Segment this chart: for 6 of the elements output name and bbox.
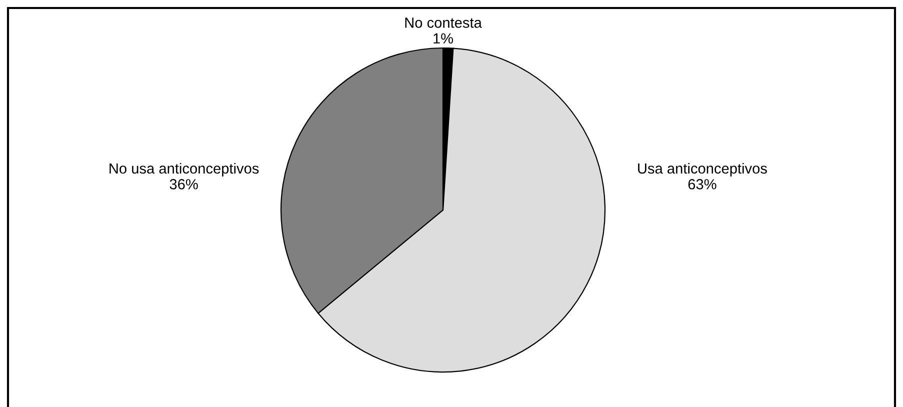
- slice-label: Usa anticonceptivos: [638, 162, 767, 177]
- data-label: 36%: [170, 179, 198, 190]
- data-label: 63%: [688, 179, 716, 190]
- slice-label: No usa anticonceptivos: [110, 162, 259, 177]
- slice-label: No contesta: [405, 18, 482, 28]
- data-label: 1%: [434, 33, 454, 44]
